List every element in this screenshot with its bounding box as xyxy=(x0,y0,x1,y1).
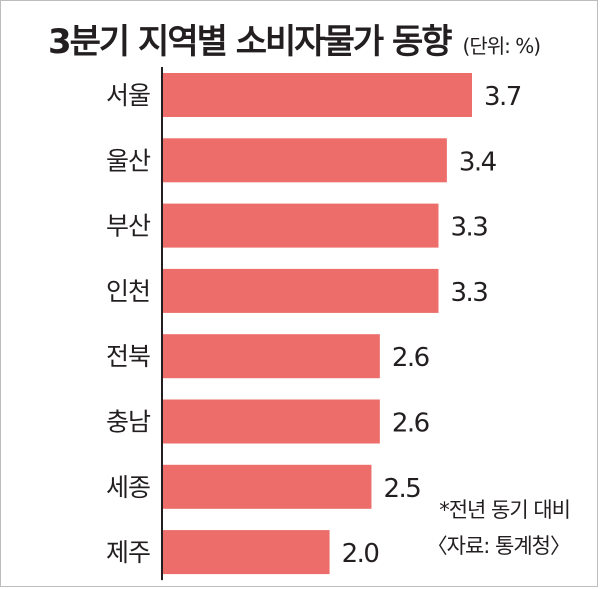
value-labels-group: 3.7 3.4 3.3 3.3 2.6 2.6 2.5 2.0 xyxy=(342,82,523,569)
category-label: 인천 xyxy=(106,277,150,306)
bar-8 xyxy=(162,530,330,575)
source-note: 〈자료: 통계청〉 xyxy=(426,534,571,558)
category-label: 울산 xyxy=(106,146,151,175)
value-label: 2.6 xyxy=(392,343,429,373)
bar-4 xyxy=(162,268,439,313)
category-label: 전북 xyxy=(106,342,150,371)
notes: *전년 동기 대비 〈자료: 통계청〉 xyxy=(426,492,571,564)
chart-title: 3분기 지역별 소비자물가 동향 xyxy=(48,22,453,62)
basis-note: *전년 동기 대비 xyxy=(439,498,571,522)
value-label: 3.3 xyxy=(450,213,487,243)
bar-6 xyxy=(162,399,380,444)
value-label: 2.6 xyxy=(392,409,429,439)
category-label: 충남 xyxy=(106,408,151,437)
category-label: 부산 xyxy=(106,212,151,241)
category-label: 서울 xyxy=(106,81,150,110)
category-label: 제주 xyxy=(106,538,150,567)
bar-7 xyxy=(162,464,372,509)
value-label: 2.5 xyxy=(383,474,420,504)
title-row: 3분기 지역별 소비자물가 동향 (단위: %) xyxy=(48,14,542,66)
bar-3 xyxy=(162,203,439,248)
value-label: 3.4 xyxy=(459,147,497,177)
bar-2 xyxy=(162,138,447,183)
bar-5 xyxy=(162,334,380,379)
value-label: 2.0 xyxy=(342,539,379,569)
bar-1 xyxy=(162,73,472,117)
value-label: 3.3 xyxy=(450,278,487,308)
bars-group xyxy=(162,73,472,575)
value-label: 3.7 xyxy=(484,82,521,112)
category-label: 세종 xyxy=(106,473,150,502)
unit-label: (단위: %) xyxy=(462,34,542,58)
